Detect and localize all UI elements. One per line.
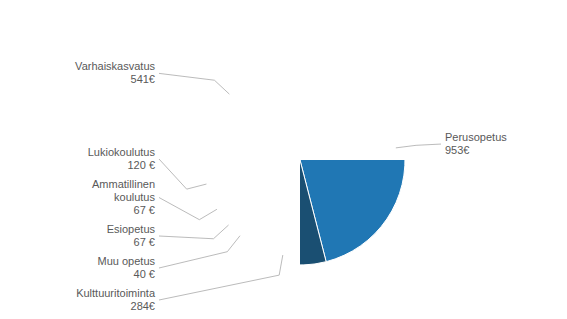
slice-label-line: Ammatillinen [92, 178, 155, 190]
data-label: 67 € [134, 236, 155, 248]
leader-line [159, 198, 217, 220]
labels: Perusopetus953€ Kulttuuritoiminta284€ Muu … [75, 60, 507, 312]
data-label: 67 € [134, 204, 155, 216]
pie [300, 160, 405, 265]
data-label: 953€ [445, 144, 469, 156]
data-label: 541€ [131, 73, 155, 85]
slice-label-line: Lukiokoulutus [88, 146, 156, 158]
slice-label-line: Varhaiskasvatus [75, 60, 155, 72]
chart: Perusopetus953€ Kulttuuritoiminta284€ Muu … [0, 0, 567, 319]
leader-line [159, 236, 240, 268]
slice-label: Lukiokoulutus [88, 146, 156, 158]
slice-label: Kulttuuritoiminta [76, 287, 156, 299]
data-label: 120 € [127, 159, 155, 171]
leader-line [159, 73, 229, 94]
data-label: 40 € [134, 268, 155, 280]
leader-line [396, 144, 441, 148]
pie-slice [300, 160, 326, 265]
slice-label-line: Perusopetus [445, 131, 507, 143]
slice-label-line: koulutus [114, 191, 155, 203]
data-label: 284€ [131, 300, 155, 312]
slice-label: Muu opetus [98, 255, 156, 267]
slice-label: Perusopetus [445, 131, 507, 143]
leader-line [159, 225, 229, 239]
slice-label-line: Esiopetus [107, 223, 156, 235]
leader-line [159, 255, 283, 300]
slice-label-line: Muu opetus [98, 255, 156, 267]
slice-label: Ammatillinenkoulutus [92, 178, 155, 203]
slice-label-line: Kulttuuritoiminta [76, 287, 156, 299]
leader-line [159, 159, 206, 189]
slice-label: Varhaiskasvatus [75, 60, 155, 72]
slice-label: Esiopetus [107, 223, 156, 235]
